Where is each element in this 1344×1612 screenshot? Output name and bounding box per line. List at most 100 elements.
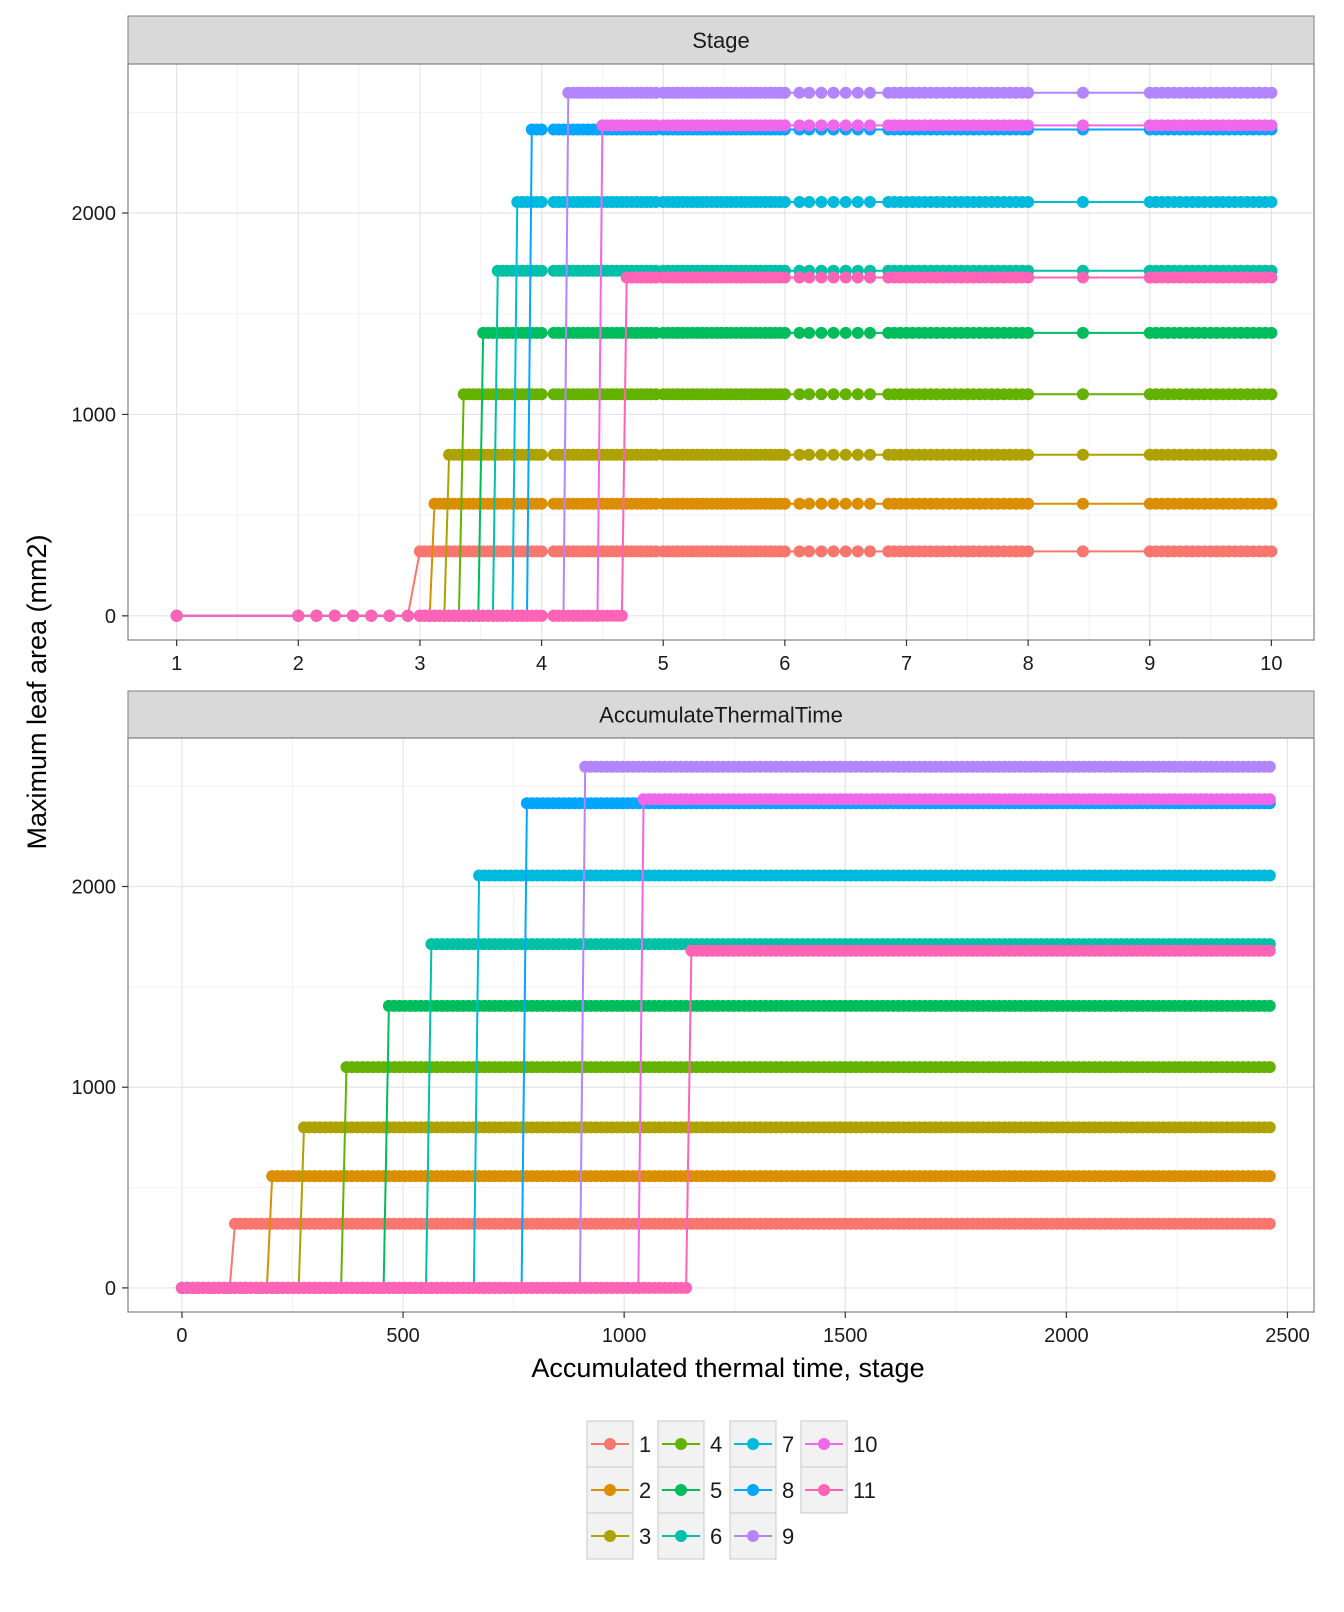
data-point-4 [1076, 388, 1089, 401]
data-point-1 [815, 545, 828, 558]
data-point-10 [1022, 119, 1035, 132]
data-point-10 [1265, 119, 1278, 132]
legend-item-8: 8 [729, 1466, 794, 1514]
data-point-1 [803, 545, 816, 558]
data-point-4 [815, 388, 828, 401]
legend-label: 1 [639, 1432, 651, 1457]
data-point-1 [1265, 545, 1278, 558]
data-point-5 [815, 326, 828, 339]
data-point-11 [1076, 271, 1089, 284]
legend-label: 11 [853, 1478, 876, 1503]
data-point-1 [778, 545, 791, 558]
data-point-1 [851, 545, 864, 558]
data-point-11 [815, 271, 828, 284]
panel-border [127, 737, 1315, 1313]
data-point-5 [793, 326, 806, 339]
y-tick-label: 0 [105, 1278, 116, 1300]
data-point-9 [827, 86, 840, 99]
x-tick-label: 1 [171, 653, 182, 675]
data-point-10 [1076, 119, 1089, 132]
data-point-10 [793, 119, 806, 132]
data-point-2 [778, 497, 791, 510]
data-point-10 [778, 119, 791, 132]
legend-key-point [747, 1438, 759, 1450]
data-point-3 [815, 448, 828, 461]
data-point-4 [827, 388, 840, 401]
legend-item-4: 4 [657, 1420, 722, 1468]
data-point-4 [535, 388, 548, 401]
data-point-10 [1263, 793, 1276, 806]
series-3 [170, 448, 1278, 622]
data-point-9 [1263, 760, 1276, 773]
data-point-7 [535, 196, 548, 208]
legend-item-11: 11 [800, 1466, 876, 1514]
data-point-1 [864, 545, 876, 558]
data-point-9 [839, 86, 852, 99]
data-point-3 [851, 448, 864, 461]
data-point-11 [778, 271, 791, 284]
data-point-11 [851, 271, 864, 284]
data-point-5 [1076, 326, 1089, 339]
x-tick-label: 4 [536, 653, 547, 675]
axes: 1 2 3 4 5 6 7 8 9 10 0 1000 2000 [72, 203, 1283, 675]
data-point-3 [793, 448, 806, 461]
data-point-5 [839, 326, 852, 339]
legend-label: 2 [639, 1478, 651, 1503]
data-point-7 [1265, 196, 1278, 208]
y-tick-label: 2000 [72, 877, 117, 899]
data-point-11 [615, 609, 628, 622]
data-point-2 [1263, 1170, 1276, 1183]
series-1 [170, 545, 1278, 622]
data-point-5 [535, 326, 548, 339]
y-axis-label: Maximum leaf area (mm2) [22, 534, 52, 849]
legend-item-2: 2 [586, 1466, 651, 1514]
data-point-7 [827, 196, 840, 208]
data-point-2 [793, 497, 806, 510]
data-point-10 [864, 119, 876, 132]
data-point-11 [310, 609, 323, 622]
legend-item-3: 3 [586, 1512, 651, 1560]
data-point-11 [1265, 271, 1278, 284]
data-point-11 [292, 609, 305, 622]
x-tick-label: 1000 [602, 1325, 647, 1347]
x-tick-label: 2500 [1265, 1325, 1310, 1347]
data-point-3 [864, 448, 876, 461]
data-point-9 [793, 86, 806, 99]
legend-label: 5 [710, 1478, 722, 1503]
legend-key-point [604, 1484, 616, 1496]
legend-key-point [818, 1438, 830, 1450]
data-point-11 [864, 271, 876, 284]
data-point-11 [535, 609, 548, 622]
data-point-3 [839, 448, 852, 461]
data-point-5 [1022, 326, 1035, 339]
data-point-1 [793, 545, 806, 558]
data-point-5 [1263, 999, 1276, 1012]
series-11 [170, 271, 1278, 622]
legend-key-point [675, 1438, 687, 1450]
legend-key-point [604, 1530, 616, 1542]
data-point-11 [827, 271, 840, 284]
data-point-3 [778, 448, 791, 461]
data-point-2 [803, 497, 816, 510]
x-tick-label: 2000 [1044, 1325, 1089, 1347]
data-point-2 [851, 497, 864, 510]
data-point-11 [170, 609, 183, 622]
data-point-9 [778, 86, 791, 99]
data-point-4 [1263, 1061, 1276, 1074]
y-tick-label: 0 [105, 606, 116, 628]
data-point-2 [535, 497, 548, 510]
data-point-11 [1263, 944, 1276, 957]
data-point-9 [803, 86, 816, 99]
legend-item-1: 1 [586, 1420, 651, 1468]
facet-strip [127, 15, 1315, 65]
data-point-10 [815, 119, 828, 132]
data-point-7 [864, 196, 876, 208]
data-point-4 [778, 388, 791, 401]
legend-key-point [604, 1438, 616, 1450]
x-tick-label: 6 [779, 653, 790, 675]
data-point-8 [535, 123, 548, 136]
x-tick-label: 2 [293, 653, 304, 675]
data-point-7 [815, 196, 828, 208]
legend-label: 10 [853, 1432, 877, 1457]
data-point-9 [851, 86, 864, 99]
